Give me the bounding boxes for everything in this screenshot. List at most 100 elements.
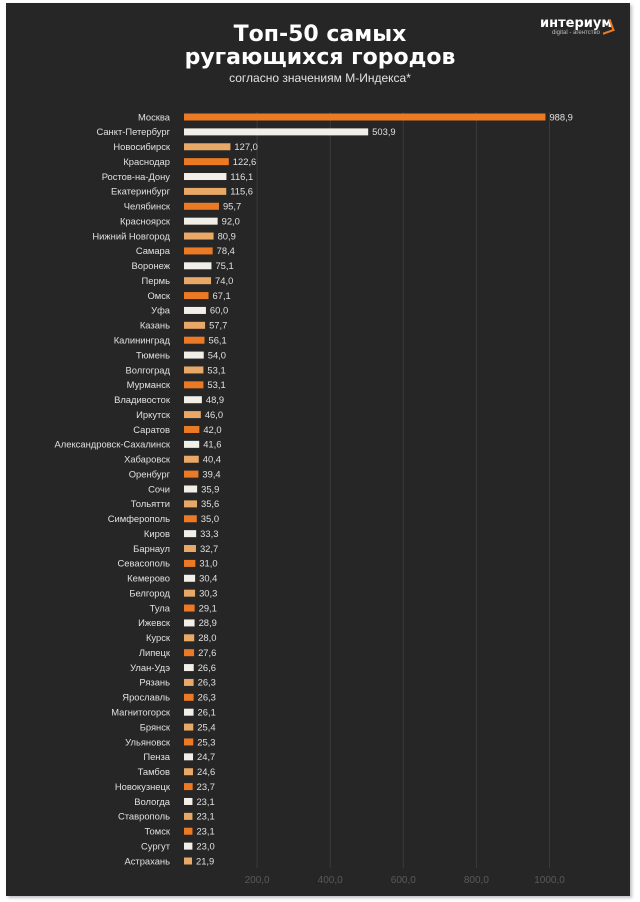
value-label: 26,6: [198, 662, 216, 673]
value-label: 75,1: [215, 260, 233, 271]
x-tick-label: 400,0: [318, 875, 343, 886]
value-label: 116,1: [230, 171, 253, 182]
bar: [184, 723, 194, 731]
category-label: Омск: [147, 290, 170, 301]
bar: [184, 678, 194, 686]
value-label: 74,0: [215, 275, 233, 286]
bar: [184, 857, 193, 865]
category-label: Севасополь: [117, 558, 170, 569]
value-label: 40,4: [203, 454, 221, 465]
value-label: 60,0: [210, 305, 228, 316]
bar: [184, 217, 218, 225]
category-label: Казань: [140, 320, 170, 331]
category-label: Пермь: [142, 275, 171, 286]
category-label: Нижний Новгород: [92, 230, 170, 241]
category-label: Томск: [145, 826, 171, 837]
category-label: Новокузнецк: [115, 781, 171, 792]
category-label: Челябинск: [124, 201, 171, 212]
value-label: 28,9: [199, 617, 217, 628]
category-label: Москва: [138, 111, 171, 122]
bar: [184, 708, 194, 716]
x-tick-label: 800,0: [464, 875, 489, 886]
value-label: 23,1: [196, 826, 214, 837]
category-label: Тамбов: [138, 766, 170, 777]
value-label: 42,0: [203, 424, 221, 435]
category-label: Краснодар: [123, 156, 170, 167]
bar: [184, 277, 212, 285]
category-label: Астрахань: [124, 855, 170, 866]
value-label: 503,9: [372, 126, 395, 137]
bar: [184, 366, 204, 374]
value-label: 48,9: [206, 394, 224, 405]
value-label: 67,1: [213, 290, 231, 301]
value-label: 53,1: [207, 379, 225, 390]
bar: [184, 381, 204, 389]
category-label: Александровск-Сахалинск: [55, 439, 171, 450]
category-label: Ярославль: [122, 692, 170, 703]
bar: [184, 351, 204, 359]
value-label: 54,0: [208, 349, 226, 360]
category-label: Ульяновск: [125, 736, 171, 747]
value-label: 26,3: [198, 692, 216, 703]
category-label: Сочи: [148, 483, 170, 494]
bar: [184, 812, 193, 820]
bar: [184, 649, 195, 657]
category-label: Ижевск: [138, 617, 171, 628]
bar: [184, 173, 227, 181]
bar: [184, 842, 193, 850]
category-label: Киров: [144, 528, 170, 539]
bar: [184, 187, 227, 195]
chart-sheet: [6, 3, 630, 896]
value-label: 39,4: [202, 468, 220, 479]
chart-title-line-1: Топ-50 самых: [233, 22, 407, 47]
category-label: Екатеринбург: [111, 186, 171, 197]
chart-title-line-2: ругающихся городов: [184, 45, 456, 70]
bar: [184, 411, 201, 419]
category-label: Кемерово: [127, 573, 170, 584]
value-label: 115,6: [230, 186, 253, 197]
category-label: Саратов: [133, 424, 170, 435]
value-label: 41,6: [203, 439, 221, 450]
value-label: 24,6: [197, 766, 215, 777]
value-label: 23,1: [196, 811, 214, 822]
x-tick-label: 1000,0: [534, 875, 565, 886]
bar: [184, 306, 206, 314]
chart-subtitle: согласно значениям М-Индекса*: [229, 71, 411, 85]
category-label: Барнаул: [133, 543, 170, 554]
value-label: 78,4: [217, 245, 235, 256]
category-label: Симферополь: [108, 513, 170, 524]
bar: [184, 485, 198, 493]
bar: [184, 455, 199, 463]
bar: [184, 247, 213, 255]
bar: [184, 753, 194, 761]
value-label: 35,6: [201, 498, 219, 509]
bar: [184, 158, 229, 166]
bar: [184, 827, 193, 835]
bar: [184, 292, 209, 300]
category-label: Брянск: [140, 721, 171, 732]
value-label: 127,0: [234, 141, 257, 152]
category-label: Самара: [136, 245, 171, 256]
category-label: Тула: [150, 602, 171, 613]
value-label: 56,1: [209, 335, 227, 346]
value-label: 33,3: [200, 528, 218, 539]
value-label: 23,0: [196, 840, 214, 851]
category-label: Хабаровск: [124, 454, 171, 465]
x-tick-label: 200,0: [245, 875, 270, 886]
value-label: 26,3: [198, 677, 216, 688]
value-label: 23,1: [196, 796, 214, 807]
value-label: 23,7: [197, 781, 215, 792]
bar: [184, 530, 197, 538]
value-label: 27,6: [198, 647, 216, 658]
bar: [184, 128, 369, 136]
bar: [184, 783, 193, 791]
value-label: 25,4: [197, 721, 215, 732]
bar: [184, 202, 219, 210]
bar: [184, 425, 200, 433]
bar: [184, 604, 195, 612]
value-label: 32,7: [200, 543, 218, 554]
category-label: Оренбург: [129, 468, 171, 479]
brand-logo: интериум digital - агентство: [540, 14, 615, 36]
category-label: Мурманск: [127, 379, 171, 390]
category-label: Воронеж: [132, 260, 171, 271]
